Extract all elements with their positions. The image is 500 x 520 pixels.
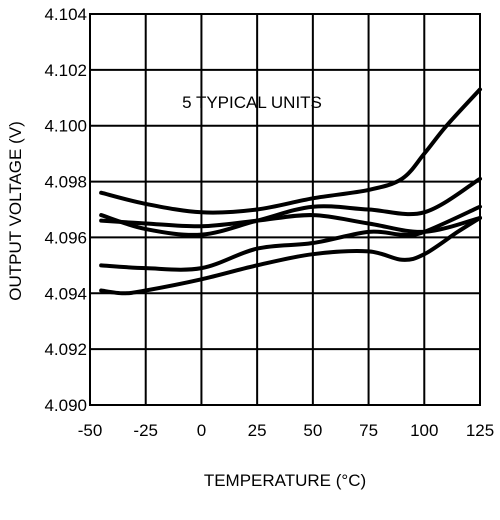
series-group	[99, 87, 482, 296]
y-tick-label: 4.094	[44, 284, 87, 303]
y-tick-label: 4.092	[44, 340, 87, 359]
plot-frame	[89, 13, 481, 406]
x-tick-label: -50	[78, 421, 103, 440]
y-axis-title: OUTPUT VOLTAGE (V)	[6, 121, 25, 300]
y-tick-label: 4.102	[44, 61, 87, 80]
x-axis-title: TEMPERATURE (°C)	[204, 471, 366, 490]
x-tick-label: 50	[303, 421, 322, 440]
y-tick-label: 4.090	[44, 396, 87, 415]
grid	[90, 14, 480, 405]
x-tick-label: 100	[410, 421, 438, 440]
x-tick-label: -25	[133, 421, 158, 440]
x-tick-label: 125	[466, 421, 494, 440]
y-tick-label: 4.100	[44, 117, 87, 136]
series-line-1	[99, 87, 482, 215]
y-tick-label: 4.098	[44, 173, 87, 192]
tick-labels: -50 -25 0 25 50 75 100 125 4.090 4.092 4.094 4.096 4…	[44, 5, 494, 440]
series-line-2	[99, 176, 482, 237]
series-line-5	[99, 215, 482, 296]
y-tick-label: 4.096	[44, 228, 87, 247]
x-tick-label: 25	[248, 421, 267, 440]
y-tick-label: 4.104	[44, 5, 87, 24]
x-tick-label: 0	[197, 421, 206, 440]
series-line-4	[99, 204, 482, 272]
x-tick-label: 75	[359, 421, 378, 440]
annotation-label: 5 TYPICAL UNITS	[182, 93, 322, 112]
